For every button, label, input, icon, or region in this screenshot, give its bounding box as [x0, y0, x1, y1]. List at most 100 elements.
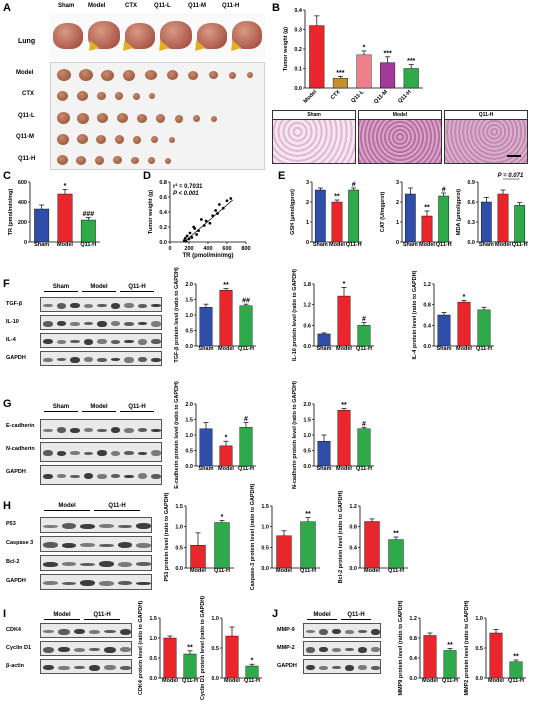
significance-mark-f1: ##: [242, 298, 250, 305]
blot-band: [83, 473, 94, 479]
scatter-point-d: [229, 197, 233, 200]
category-label-b: Q11-M: [373, 89, 389, 105]
y-tick-label-g1: 0.5: [185, 449, 193, 455]
blot-band: [110, 321, 121, 326]
blot-band: [124, 427, 134, 433]
blot-group-g: Sham: [44, 404, 78, 412]
blot-band: [124, 340, 134, 343]
bar-e2: [438, 195, 450, 243]
y-tick-label-e1: 3: [306, 180, 309, 186]
blot-band: [43, 304, 53, 307]
category-label-f1: Model: [218, 346, 234, 352]
y-tick-label-h3: 1.2: [349, 504, 357, 510]
blot-band: [97, 339, 107, 344]
scatter-point-d: [214, 209, 218, 212]
bar-j1: [423, 635, 437, 679]
blot-band: [43, 561, 58, 567]
blot-label: IL-4: [6, 337, 16, 343]
y-tick-label-g2: 0.0: [303, 464, 311, 470]
y-tick-label-f3: 1.2: [423, 282, 431, 288]
y-tick-label-i1: 1.5: [149, 616, 157, 622]
bar-g1: [219, 445, 233, 467]
panel-letter-a: A: [3, 2, 11, 14]
y-axis-label-e3: MDA (μmol/gprot): [456, 189, 462, 235]
blot-band: [110, 474, 121, 478]
blot-band: [58, 647, 70, 652]
panel-letter-e: E: [278, 170, 286, 182]
blot-band: [70, 356, 80, 363]
y-tick-label-i1: 0.5: [149, 656, 157, 662]
y-tick-label-d: 0.8: [159, 180, 167, 186]
bar-h3: [364, 521, 380, 569]
y-tick-label-c: 400: [18, 200, 27, 206]
y-tick-label-b: 0.2: [294, 47, 302, 53]
blot-band: [61, 523, 77, 529]
y-axis-label-h3: Bcl-2 protein level (ratio to GAPDH): [338, 491, 344, 584]
significance-mark-i1: **: [187, 644, 193, 651]
blot-band: [73, 647, 85, 652]
blot-strip: [40, 419, 162, 439]
blot-band: [306, 630, 315, 633]
blot-band: [136, 523, 151, 529]
y-tick-label-g1: 1.0: [185, 433, 193, 439]
significance-mark-f2: #: [362, 316, 366, 323]
category-label-c: Model: [57, 242, 73, 248]
y-tick-label-b: 0.1: [294, 67, 302, 73]
y-tick-label-f3: 0.8: [423, 303, 431, 309]
y-tick-label-d: 0.2: [159, 225, 167, 231]
y-tick-label-g2: 2.0: [303, 402, 311, 408]
blot-band: [56, 427, 67, 433]
y-tick-label-g2: 1.5: [303, 418, 311, 424]
category-label-h3: Q11-H: [388, 568, 404, 574]
y-axis-label-g2: N-cadherin protein level (ratio to GAPDH…: [292, 381, 298, 489]
blot-band: [319, 647, 328, 652]
blot-band: [43, 473, 53, 479]
category-label-e1: Sham: [313, 242, 328, 248]
blot-band: [151, 304, 161, 307]
p-value-note-e3: P = 0.071: [498, 173, 524, 179]
scatter-point-d: [190, 236, 194, 239]
blot-band: [89, 629, 101, 634]
blot-band: [306, 646, 315, 653]
lung-specimen: [53, 23, 83, 49]
category-label-j1: Model: [422, 678, 438, 684]
scatter-point-d: [195, 233, 199, 236]
histology-sham: Sham: [272, 110, 356, 164]
blot-band: [136, 581, 151, 585]
significance-mark-e2: **: [424, 205, 430, 212]
category-label-g1: Q11-H: [238, 466, 254, 472]
row-label-ctx: CTX: [22, 91, 34, 97]
blot-band: [99, 543, 114, 547]
y-tick-label-i2: 0.5: [211, 646, 219, 652]
blot-band: [124, 303, 134, 308]
significance-mark-c: ###: [82, 211, 94, 218]
bar-f3: [477, 309, 491, 347]
bar-f3: [457, 301, 471, 347]
group-label-ctx: CTX: [125, 3, 137, 9]
bar-h2: [300, 521, 316, 569]
y-tick-label-j2: 1.0: [475, 616, 483, 622]
blot-band: [332, 666, 341, 669]
blot-band: [80, 543, 95, 547]
panel-letter-b: B: [272, 2, 280, 14]
bar-f2: [357, 325, 371, 347]
blot-band: [137, 473, 148, 479]
blot-band: [99, 524, 114, 528]
blot-band: [110, 339, 121, 344]
y-tick-label-f2: 0.0: [303, 344, 311, 350]
blot-band: [110, 427, 121, 433]
panel-letter-c: C: [3, 170, 11, 182]
x-tick-label-d: 400: [203, 246, 212, 252]
scatter-point-d: [199, 218, 203, 221]
significance-mark-e1: #: [352, 182, 356, 189]
blot-band: [70, 303, 80, 308]
blot-strip: [40, 536, 152, 552]
blot-label: GAPDH: [6, 469, 26, 475]
blot-strip: [40, 574, 152, 590]
blot-label: N-cadherin: [6, 446, 35, 452]
blot-band: [83, 322, 94, 325]
blot-group-f: Q11-H: [120, 284, 154, 292]
blot-band: [137, 428, 148, 432]
bar-j2: [509, 661, 523, 679]
significance-mark-g1: *: [225, 435, 228, 442]
